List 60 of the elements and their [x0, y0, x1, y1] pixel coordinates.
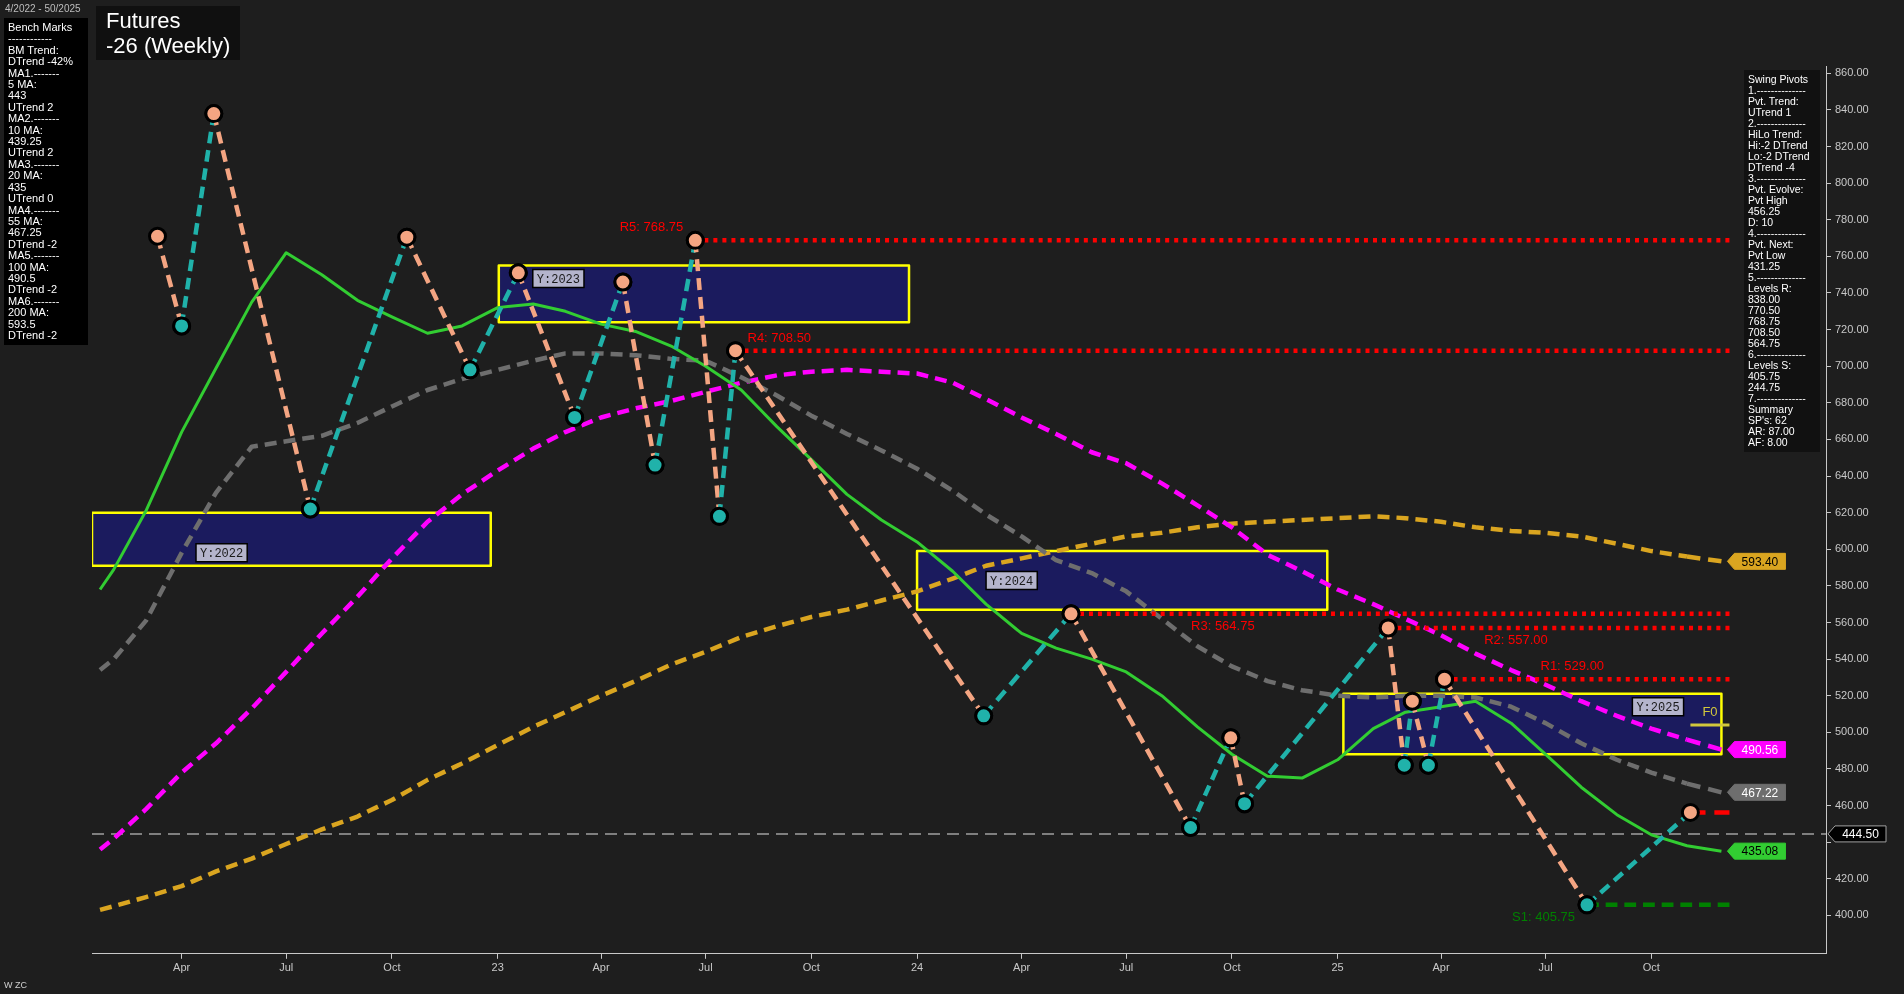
y-tick-label: 760.00 — [1835, 249, 1869, 262]
y-tick-label: 540.00 — [1835, 652, 1869, 665]
x-tick-label: 24 — [910, 961, 924, 974]
x-tick-label: Apr — [173, 961, 191, 974]
text: Bench Marks ------------ BM Trend: DTrend -42% MA1.------- 5 MA: 443 UTrend 2 MA2.------- 10 MA: 439.25 UTrend 2 MA3.------- 20 MA: 435 UTrend 0 MA4.------- 55 MA: 467.25 DTrend -2 MA5.------- 100 MA: 490.5 DTrend -2 MA6.------- 200 MA: 593.5 DTrend -2 — [8, 21, 74, 341]
x-tick-label: 23 — [491, 961, 504, 974]
y-tick-label: 500.00 — [1835, 725, 1869, 738]
x-tick-label: 25 — [1331, 961, 1344, 974]
text: Swing Pivots 1.-------------- Pvt. Trend: UTrend 1 2.-------------- HiLo Trend: Hi:-2 DTrend Lo:-2 DTrend DTrend -4 3.-------------- Pvt. Evolve: Pvt High 456.25 D: 10 4.-------------- Pvt. Next: Pvt Low 431.25 5.-------------- Levels R: 838.00 770.50 768.75 708.50 564.75 6.-------------- Levels S: 405.75 244.75 7.-------------- Summary SP's: 62 AR: 87.00 AF: 8.00 — [1748, 73, 1810, 448]
data-label: 467.22 — [1741, 785, 1779, 800]
x-tick-label: Oct — [802, 961, 820, 974]
series-label: R3: 564.75 — [1191, 617, 1255, 633]
x-tick-label: Jul — [698, 961, 713, 974]
series-label: R1: 529.00 — [1540, 658, 1605, 674]
y-tick-label: 480.00 — [1835, 761, 1869, 774]
x-tick-label: Apr — [592, 961, 610, 974]
data-label: 593.40 — [1741, 554, 1779, 569]
x-tick-label: Jul — [279, 961, 294, 974]
y-tick-label: 400.00 — [1835, 908, 1869, 921]
y-tick-label: 560.00 — [1835, 615, 1869, 628]
x-tick-label: Oct — [1642, 961, 1660, 974]
y-tick-label: 700.00 — [1835, 359, 1869, 372]
x-tick-label: Jul — [1538, 961, 1553, 974]
series-label: Y:2024 — [990, 574, 1034, 589]
y-tick-label: 680.00 — [1835, 395, 1869, 408]
series-label: R2: 557.00 — [1484, 632, 1548, 648]
series-label: Y:2022 — [200, 546, 244, 561]
y-tick-label: 460.00 — [1835, 798, 1869, 811]
series-label: R5: 768.75 — [619, 219, 684, 235]
y-tick-label: 520.00 — [1835, 688, 1869, 701]
x-tick-label: Oct — [383, 961, 401, 974]
text: W ZC — [4, 980, 27, 990]
y-tick-label: 660.00 — [1835, 432, 1869, 445]
y-tick-label: 720.00 — [1835, 322, 1869, 335]
series-label: Y:2023 — [536, 272, 580, 287]
y-tick-label: 740.00 — [1835, 286, 1869, 299]
data-label: 435.08 — [1741, 844, 1779, 859]
y-tick-label: 620.00 — [1835, 505, 1869, 518]
text: 4/2022 - 50/2025 — [5, 3, 81, 14]
series-label: F0 — [1702, 704, 1718, 720]
y-tick-label: 820.00 — [1835, 139, 1869, 152]
y-tick-label: 640.00 — [1835, 469, 1869, 482]
series-label: R4: 708.50 — [747, 329, 812, 345]
x-tick-label: Jul — [1119, 961, 1134, 974]
x-tick-label: Oct — [1223, 961, 1241, 974]
y-tick-label: 580.00 — [1835, 578, 1869, 591]
y-tick-label: 800.00 — [1835, 176, 1869, 189]
chart-title: Futures — [106, 8, 182, 33]
ref-line-label: 444.50 — [1842, 827, 1880, 842]
y-tick-label: 780.00 — [1835, 212, 1869, 225]
series-label: S1: 405.75 — [1512, 908, 1575, 924]
series-label: Y:2025 — [1636, 701, 1680, 716]
y-tick-label: 420.00 — [1835, 871, 1869, 884]
data-label: 490.56 — [1741, 742, 1779, 757]
y-tick-label: 840.00 — [1835, 102, 1869, 115]
x-tick-label: Apr — [1013, 961, 1031, 974]
y-tick-label: 600.00 — [1835, 542, 1869, 555]
y-tick-label: 860.00 — [1835, 66, 1869, 79]
chart-subtitle: -26 (Weekly) — [106, 33, 231, 58]
x-tick-label: Apr — [1432, 961, 1450, 974]
